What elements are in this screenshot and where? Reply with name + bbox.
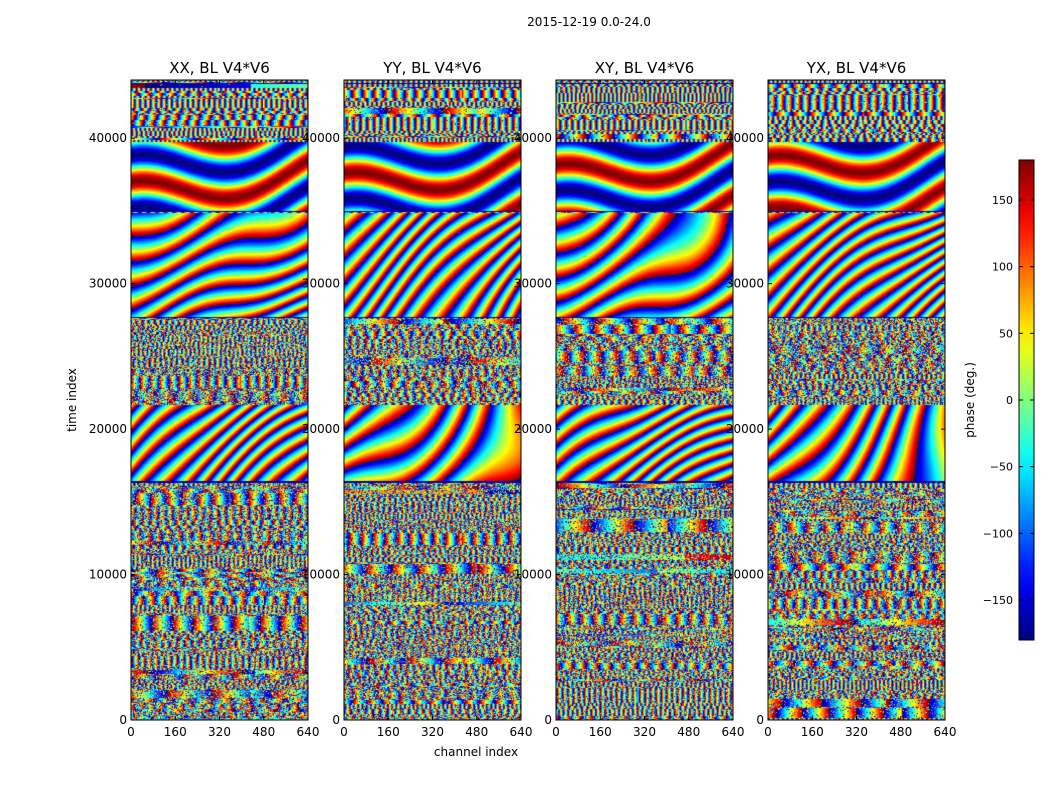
y-tick-label: 0 bbox=[544, 713, 552, 727]
colorbar-tick-label: 0 bbox=[1006, 394, 1013, 407]
x-tick-label: 640 bbox=[722, 725, 745, 739]
colorbar-tick-label: 50 bbox=[999, 327, 1013, 340]
y-tick-label: 40000 bbox=[514, 131, 552, 145]
y-tick-label: 0 bbox=[756, 713, 764, 727]
colorbar-tick-label: 150 bbox=[992, 194, 1013, 207]
heatmap-image bbox=[131, 80, 308, 720]
figure-title: 2015-12-19 0.0-24.0 bbox=[527, 15, 651, 29]
x-tick-label: 320 bbox=[633, 725, 656, 739]
colorbar-tick-label: −50 bbox=[990, 461, 1013, 474]
panel-yx: YX, BL V4*V6 0 160 320 480 640 0 10000 20000 3000… bbox=[726, 59, 957, 739]
panel-title: XY, BL V4*V6 bbox=[595, 59, 695, 77]
x-tick-label: 160 bbox=[164, 725, 187, 739]
x-tick-label: 160 bbox=[589, 725, 612, 739]
y-tick-label: 30000 bbox=[302, 277, 340, 291]
y-tick-label: 10000 bbox=[726, 568, 764, 582]
x-tick-label: 640 bbox=[297, 725, 320, 739]
y-tick-label: 10000 bbox=[514, 568, 552, 582]
panel-title: XX, BL V4*V6 bbox=[169, 59, 270, 77]
colorbar-tick-label: 100 bbox=[992, 261, 1013, 274]
x-tick-label: 480 bbox=[465, 725, 488, 739]
x-tick-label: 160 bbox=[801, 725, 824, 739]
x-tick-label: 640 bbox=[934, 725, 957, 739]
y-tick-label: 40000 bbox=[726, 131, 764, 145]
x-tick-label: 480 bbox=[889, 725, 912, 739]
panel-yy: YY, BL V4*V6 0 160 320 480 640 0 10000 20000 3000… bbox=[302, 59, 533, 739]
panel-title: YX, BL V4*V6 bbox=[806, 59, 907, 77]
colorbar: 150 100 50 0 −50 −100 −150 bbox=[983, 159, 1035, 641]
y-tick-label: 10000 bbox=[89, 568, 127, 582]
x-tick-label: 640 bbox=[510, 725, 533, 739]
y-tick-label: 20000 bbox=[726, 422, 764, 436]
y-tick-label: 20000 bbox=[302, 422, 340, 436]
x-tick-label: 160 bbox=[377, 725, 400, 739]
heatmap-image bbox=[556, 80, 733, 720]
y-tick-label: 20000 bbox=[514, 422, 552, 436]
x-tick-label: 0 bbox=[340, 725, 348, 739]
x-tick-label: 320 bbox=[845, 725, 868, 739]
y-tick-label: 30000 bbox=[726, 277, 764, 291]
x-axis-label: channel index bbox=[434, 745, 518, 759]
x-tick-label: 320 bbox=[208, 725, 231, 739]
x-tick-label: 320 bbox=[421, 725, 444, 739]
panel-xy: XY, BL V4*V6 0 160 320 480 640 0 10000 20000 3000… bbox=[514, 59, 745, 739]
colorbar-label: phase (deg.) bbox=[963, 362, 977, 438]
colorbar-tick-label: −100 bbox=[983, 527, 1013, 540]
panel-xx: XX, BL V4*V6 0 160 320 480 640 0 10000 20000 3000… bbox=[89, 59, 320, 739]
panel-title: YY, BL V4*V6 bbox=[382, 59, 481, 77]
x-tick-label: 0 bbox=[764, 725, 772, 739]
y-tick-label: 30000 bbox=[514, 277, 552, 291]
colorbar-tick-label: −150 bbox=[983, 594, 1013, 607]
panels-group: XX, BL V4*V6 0 160 320 480 640 0 10000 20000 3000… bbox=[89, 59, 957, 739]
y-tick-label: 40000 bbox=[89, 131, 127, 145]
y-tick-label: 20000 bbox=[89, 422, 127, 436]
x-tick-label: 0 bbox=[127, 725, 135, 739]
x-tick-label: 480 bbox=[252, 725, 275, 739]
x-tick-label: 0 bbox=[552, 725, 560, 739]
heatmap-image bbox=[344, 80, 521, 720]
heatmap-image bbox=[768, 80, 945, 720]
y-axis-label: time index bbox=[65, 368, 79, 432]
y-tick-label: 0 bbox=[119, 713, 127, 727]
y-tick-label: 40000 bbox=[302, 131, 340, 145]
y-tick-label: 30000 bbox=[89, 277, 127, 291]
y-tick-label: 0 bbox=[332, 713, 340, 727]
y-tick-label: 10000 bbox=[302, 568, 340, 582]
x-tick-label: 480 bbox=[677, 725, 700, 739]
